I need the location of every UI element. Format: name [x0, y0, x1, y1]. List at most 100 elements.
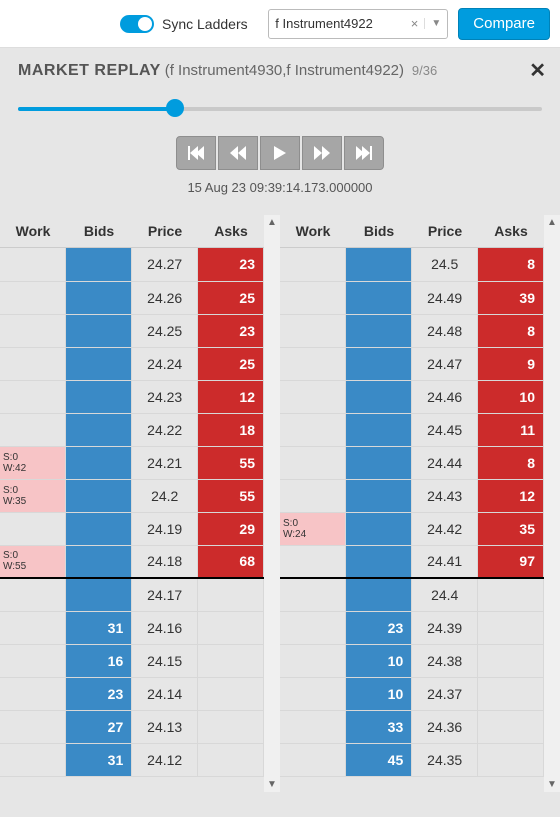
work-cell[interactable]: S:0W:35 — [0, 479, 66, 512]
price-cell[interactable]: 24.16 — [132, 611, 198, 644]
work-cell[interactable] — [280, 281, 346, 314]
work-cell[interactable]: S:0W:24 — [280, 512, 346, 545]
ladder-row[interactable]: 24.4 — [280, 578, 544, 611]
price-cell[interactable]: 24.43 — [412, 479, 478, 512]
price-cell[interactable]: 24.22 — [132, 413, 198, 446]
work-cell[interactable] — [0, 743, 66, 776]
ladder-row[interactable]: 24.448 — [280, 446, 544, 479]
forward-button[interactable] — [302, 136, 342, 170]
work-cell[interactable] — [0, 281, 66, 314]
ask-cell[interactable] — [198, 578, 264, 611]
price-cell[interactable]: 24.18 — [132, 545, 198, 578]
work-cell[interactable] — [280, 611, 346, 644]
ask-cell[interactable]: 68 — [198, 545, 264, 578]
ladder-row[interactable]: 24.1929 — [0, 512, 264, 545]
ask-cell[interactable]: 8 — [478, 446, 544, 479]
bid-cell[interactable] — [66, 347, 132, 380]
ladder-row[interactable]: 3124.16 — [0, 611, 264, 644]
work-cell[interactable] — [280, 380, 346, 413]
bid-cell[interactable]: 10 — [346, 644, 412, 677]
ask-cell[interactable]: 10 — [478, 380, 544, 413]
price-cell[interactable]: 24.26 — [132, 281, 198, 314]
ask-cell[interactable] — [478, 743, 544, 776]
ask-cell[interactable] — [478, 611, 544, 644]
price-cell[interactable]: 24.19 — [132, 512, 198, 545]
compare-button[interactable]: Compare — [458, 8, 550, 40]
bid-cell[interactable] — [66, 380, 132, 413]
work-cell[interactable] — [0, 644, 66, 677]
price-cell[interactable]: 24.35 — [412, 743, 478, 776]
slider-thumb[interactable] — [166, 99, 184, 117]
price-cell[interactable]: 24.13 — [132, 710, 198, 743]
bid-cell[interactable] — [66, 446, 132, 479]
work-cell[interactable]: S:0W:42 — [0, 446, 66, 479]
work-cell[interactable] — [280, 545, 346, 578]
work-cell[interactable] — [0, 380, 66, 413]
ladder-row[interactable]: 24.488 — [280, 314, 544, 347]
price-cell[interactable]: 24.42 — [412, 512, 478, 545]
ask-cell[interactable]: 25 — [198, 347, 264, 380]
bid-cell[interactable] — [346, 281, 412, 314]
ladder-row[interactable]: 24.2425 — [0, 347, 264, 380]
scrollbar-right[interactable]: ▲ ▼ — [544, 215, 560, 792]
work-cell[interactable] — [0, 611, 66, 644]
price-cell[interactable]: 24.27 — [132, 248, 198, 281]
bid-cell[interactable] — [66, 413, 132, 446]
ladder-row[interactable]: 3124.12 — [0, 743, 264, 776]
ask-cell[interactable]: 97 — [478, 545, 544, 578]
ask-cell[interactable] — [198, 743, 264, 776]
price-cell[interactable]: 24.25 — [132, 314, 198, 347]
ladder-row[interactable]: S:0W:2424.4235 — [280, 512, 544, 545]
work-cell[interactable] — [0, 314, 66, 347]
bid-cell[interactable] — [346, 413, 412, 446]
work-cell[interactable] — [280, 248, 346, 281]
work-cell[interactable] — [280, 314, 346, 347]
ask-cell[interactable] — [478, 677, 544, 710]
scrollbar-left[interactable]: ▲ ▼ — [264, 215, 280, 792]
ask-cell[interactable]: 55 — [198, 446, 264, 479]
work-cell[interactable] — [280, 644, 346, 677]
price-cell[interactable]: 24.38 — [412, 644, 478, 677]
bid-cell[interactable]: 31 — [66, 611, 132, 644]
bid-cell[interactable] — [346, 347, 412, 380]
price-cell[interactable]: 24.49 — [412, 281, 478, 314]
work-cell[interactable] — [0, 578, 66, 611]
ask-cell[interactable] — [198, 710, 264, 743]
scroll-up-icon[interactable]: ▲ — [267, 217, 277, 228]
scroll-down-icon[interactable]: ▼ — [267, 779, 277, 790]
work-cell[interactable] — [280, 347, 346, 380]
bid-cell[interactable] — [66, 314, 132, 347]
ask-cell[interactable] — [478, 578, 544, 611]
ask-cell[interactable]: 39 — [478, 281, 544, 314]
ladder-row[interactable]: 3324.36 — [280, 710, 544, 743]
chevron-down-icon[interactable]: ▼ — [424, 18, 441, 29]
bid-cell[interactable] — [346, 380, 412, 413]
work-cell[interactable]: S:0W:55 — [0, 545, 66, 578]
bid-cell[interactable] — [346, 248, 412, 281]
ask-cell[interactable] — [198, 611, 264, 644]
price-cell[interactable]: 24.39 — [412, 611, 478, 644]
price-cell[interactable]: 24.2 — [132, 479, 198, 512]
ladder-row[interactable]: S:0W:55 24.1868 — [0, 545, 264, 578]
work-cell[interactable] — [280, 743, 346, 776]
ladder-row[interactable]: 4524.35 — [280, 743, 544, 776]
bid-cell[interactable] — [346, 446, 412, 479]
price-cell[interactable]: 24.36 — [412, 710, 478, 743]
work-cell[interactable] — [0, 347, 66, 380]
ladder-row[interactable]: 1624.15 — [0, 644, 264, 677]
bid-cell[interactable] — [346, 479, 412, 512]
price-cell[interactable]: 24.44 — [412, 446, 478, 479]
price-cell[interactable]: 24.17 — [132, 578, 198, 611]
price-cell[interactable]: 24.12 — [132, 743, 198, 776]
ask-cell[interactable]: 25 — [198, 281, 264, 314]
scroll-down-icon[interactable]: ▼ — [547, 779, 557, 790]
ladder-row[interactable]: 24.17 — [0, 578, 264, 611]
bid-cell[interactable] — [66, 578, 132, 611]
replay-slider[interactable] — [18, 102, 542, 116]
rewind-button[interactable] — [218, 136, 258, 170]
bid-cell[interactable] — [66, 479, 132, 512]
bid-cell[interactable]: 31 — [66, 743, 132, 776]
bid-cell[interactable] — [66, 248, 132, 281]
bid-cell[interactable] — [346, 578, 412, 611]
ask-cell[interactable] — [198, 644, 264, 677]
